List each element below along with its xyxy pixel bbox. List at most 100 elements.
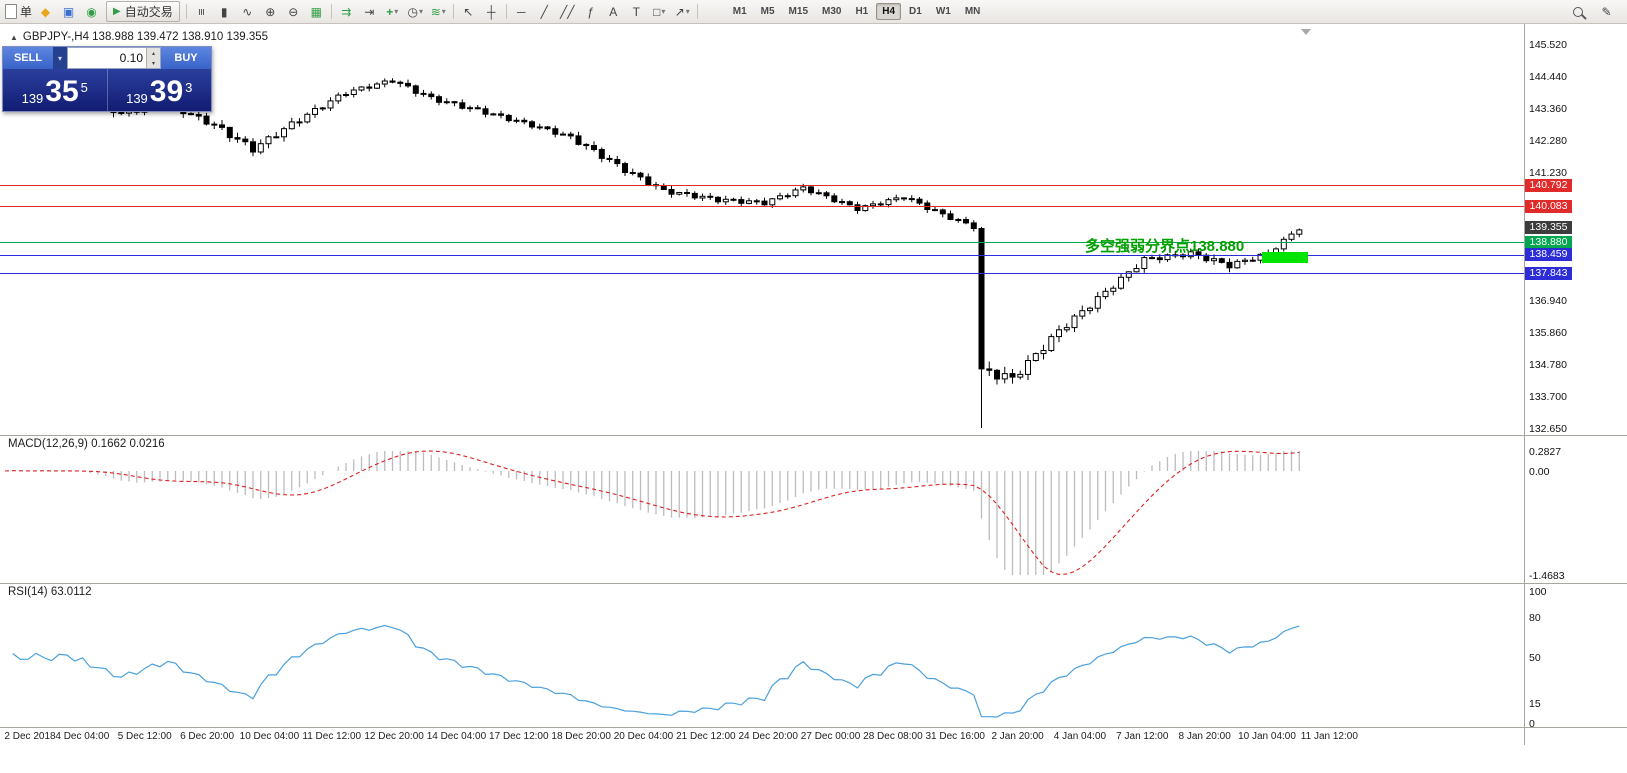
toolbar-separator xyxy=(696,4,698,19)
auto-scroll-button[interactable]: ⇉ xyxy=(335,2,358,22)
horizontal-line-138.880[interactable] xyxy=(0,242,1524,244)
timeframe-m1[interactable]: M1 xyxy=(732,6,747,17)
trendline-tool[interactable]: ╱ xyxy=(533,2,556,22)
channel-tool[interactable]: ╱╱ xyxy=(556,2,579,22)
label-tool[interactable]: T xyxy=(625,2,648,22)
autotrading-button[interactable]: ▶ 自动交易 xyxy=(106,1,180,22)
tile-windows-icon: ▦ xyxy=(310,4,322,19)
metaquotes-icon[interactable]: ◆ xyxy=(40,4,51,19)
autotrading-label: 自动交易 xyxy=(124,5,173,19)
time-axis-label: 11 Dec 12:00 xyxy=(302,731,362,742)
annotation-highlight-box[interactable] xyxy=(1262,252,1308,263)
tile-windows-button[interactable]: ▦ xyxy=(305,2,328,22)
collapse-icon[interactable]: ▲ xyxy=(10,32,18,42)
new-chart-button[interactable]: + ▾ xyxy=(381,2,404,22)
time-axis-label: 18 Dec 20:00 xyxy=(551,731,611,742)
shapes-tool[interactable]: □ ▾ xyxy=(648,2,671,22)
text-tool[interactable]: A xyxy=(602,2,625,22)
zoom-in-button[interactable]: ⊕ xyxy=(259,2,282,22)
buy-button[interactable]: BUY xyxy=(161,47,211,69)
timeframe-d1[interactable]: D1 xyxy=(909,6,922,17)
periods-button[interactable]: ◷ ▾ xyxy=(404,2,427,22)
timeframe-m30[interactable]: M30 xyxy=(822,6,842,17)
volume-up-button[interactable]: ▴ xyxy=(151,50,155,57)
toolbar-separator xyxy=(185,4,187,19)
macd-axis-label: 0.2827 xyxy=(1529,445,1562,458)
time-axis-label: 4 Dec 04:00 xyxy=(55,731,110,742)
bid-ask-row: 139 35 5 139 39 3 xyxy=(3,69,211,111)
one-click-trading-panel: SELL ▾ 0.10 ▴ ▾ BUY 139 35 5 139 39 3 xyxy=(2,46,212,112)
edit-button[interactable]: ✎ xyxy=(1595,2,1618,22)
sell-button[interactable]: SELL xyxy=(3,47,53,69)
time-axis-label: 2 Dec 2018 xyxy=(4,731,56,742)
clock-icon: ◷ xyxy=(407,4,418,19)
indicators-button[interactable]: ≋ ▾ xyxy=(427,2,450,22)
chart-shift-button[interactable]: ⇥ xyxy=(358,2,381,22)
zoom-out-icon: ⊖ xyxy=(288,4,299,19)
rsi-panel-splitter[interactable] xyxy=(0,583,1627,584)
community-icon[interactable]: ◉ xyxy=(86,4,97,19)
time-axis-label: 31 Dec 16:00 xyxy=(925,731,986,742)
fibonacci-tool[interactable]: ƒ xyxy=(579,2,602,22)
plus-icon: + xyxy=(386,4,394,19)
price-tag-138.459: 138.459 xyxy=(1525,248,1572,262)
price-axis-label: 144.440 xyxy=(1529,70,1567,83)
timeframe-m5[interactable]: M5 xyxy=(760,6,775,17)
price-tag-138.880: 138.880 xyxy=(1525,235,1572,249)
price-axis-label: 133.700 xyxy=(1529,391,1567,404)
horizontal-line-140.792[interactable] xyxy=(0,185,1524,187)
caret-down-icon: ▾ xyxy=(57,53,62,63)
zoom-out-button[interactable]: ⊖ xyxy=(282,2,305,22)
charts-window-icon[interactable]: ▣ xyxy=(62,4,75,19)
cursor-button[interactable]: ↖ xyxy=(457,2,480,22)
search-icon xyxy=(1572,6,1583,17)
toolbar-separator xyxy=(330,4,332,19)
trendline-icon: ╱ xyxy=(540,4,548,19)
order-options-caret[interactable]: ▾ xyxy=(53,47,67,69)
auto-scroll-icon: ⇉ xyxy=(341,4,352,19)
annotation-text[interactable]: 多空强弱分界点138.880 xyxy=(1085,238,1245,255)
timeframe-h4[interactable]: H4 xyxy=(876,3,902,20)
chart-shift-icon: ⇥ xyxy=(364,4,375,19)
candlestick-plot[interactable] xyxy=(0,24,1524,435)
volume-down-button[interactable]: ▾ xyxy=(151,60,155,67)
horizontal-line-137.843[interactable] xyxy=(0,273,1524,275)
new-order-button[interactable]: 单 xyxy=(3,2,34,22)
macd-plot[interactable] xyxy=(0,435,1524,583)
current-price-tag: 139.355 xyxy=(1525,221,1572,235)
price-axis-label: 135.860 xyxy=(1529,326,1567,339)
time-axis-label: 5 Dec 12:00 xyxy=(117,731,172,742)
rsi-axis-label: 50 xyxy=(1529,651,1541,664)
crosshair-button[interactable]: ┼ xyxy=(480,2,503,22)
macd-panel-splitter[interactable] xyxy=(0,435,1627,436)
line-chart-button[interactable]: ∿ xyxy=(236,2,259,22)
time-axis-label: 20 Dec 04:00 xyxy=(613,731,674,742)
rsi-header: RSI(14) 63.0112 xyxy=(8,586,92,598)
horizontal-line-tool[interactable]: ─ xyxy=(510,2,533,22)
indicator-icon: ≋ xyxy=(430,4,441,19)
rsi-plot[interactable] xyxy=(0,583,1524,727)
volume-input[interactable]: 0.10 xyxy=(119,51,143,65)
timeframe-h1[interactable]: H1 xyxy=(855,6,869,17)
chart-shift-marker[interactable] xyxy=(1301,29,1311,35)
timeframe-mn[interactable]: MN xyxy=(964,6,981,17)
horizontal-line-140.083[interactable] xyxy=(0,206,1524,208)
ask-price[interactable]: 139 39 3 xyxy=(108,69,212,111)
bar-chart-button[interactable]: ≡ xyxy=(190,2,213,22)
toolbar-separator xyxy=(452,4,454,19)
time-axis-label: 10 Jan 04:00 xyxy=(1238,731,1296,742)
horizontal-line-138.459[interactable] xyxy=(0,254,1524,256)
time-axis-label: 10 Dec 04:00 xyxy=(239,731,300,742)
macd-axis-label: -1.4683 xyxy=(1529,569,1565,582)
ask-pip: 3 xyxy=(185,80,193,95)
horizontal-line-icon: ─ xyxy=(516,4,526,19)
bid-price[interactable]: 139 35 5 xyxy=(3,69,107,111)
timeframe-w1[interactable]: W1 xyxy=(935,6,951,17)
line-chart-icon: ∿ xyxy=(242,4,253,19)
candlestick-chart-button[interactable]: ▮ xyxy=(213,2,236,22)
timeframe-m15[interactable]: M15 xyxy=(788,6,808,17)
arrows-tool[interactable]: ↗ ▾ xyxy=(671,2,694,22)
toolbar-separator xyxy=(505,4,507,19)
search-button[interactable] xyxy=(1566,2,1589,22)
time-axis-label: 4 Jan 04:00 xyxy=(1053,731,1107,742)
